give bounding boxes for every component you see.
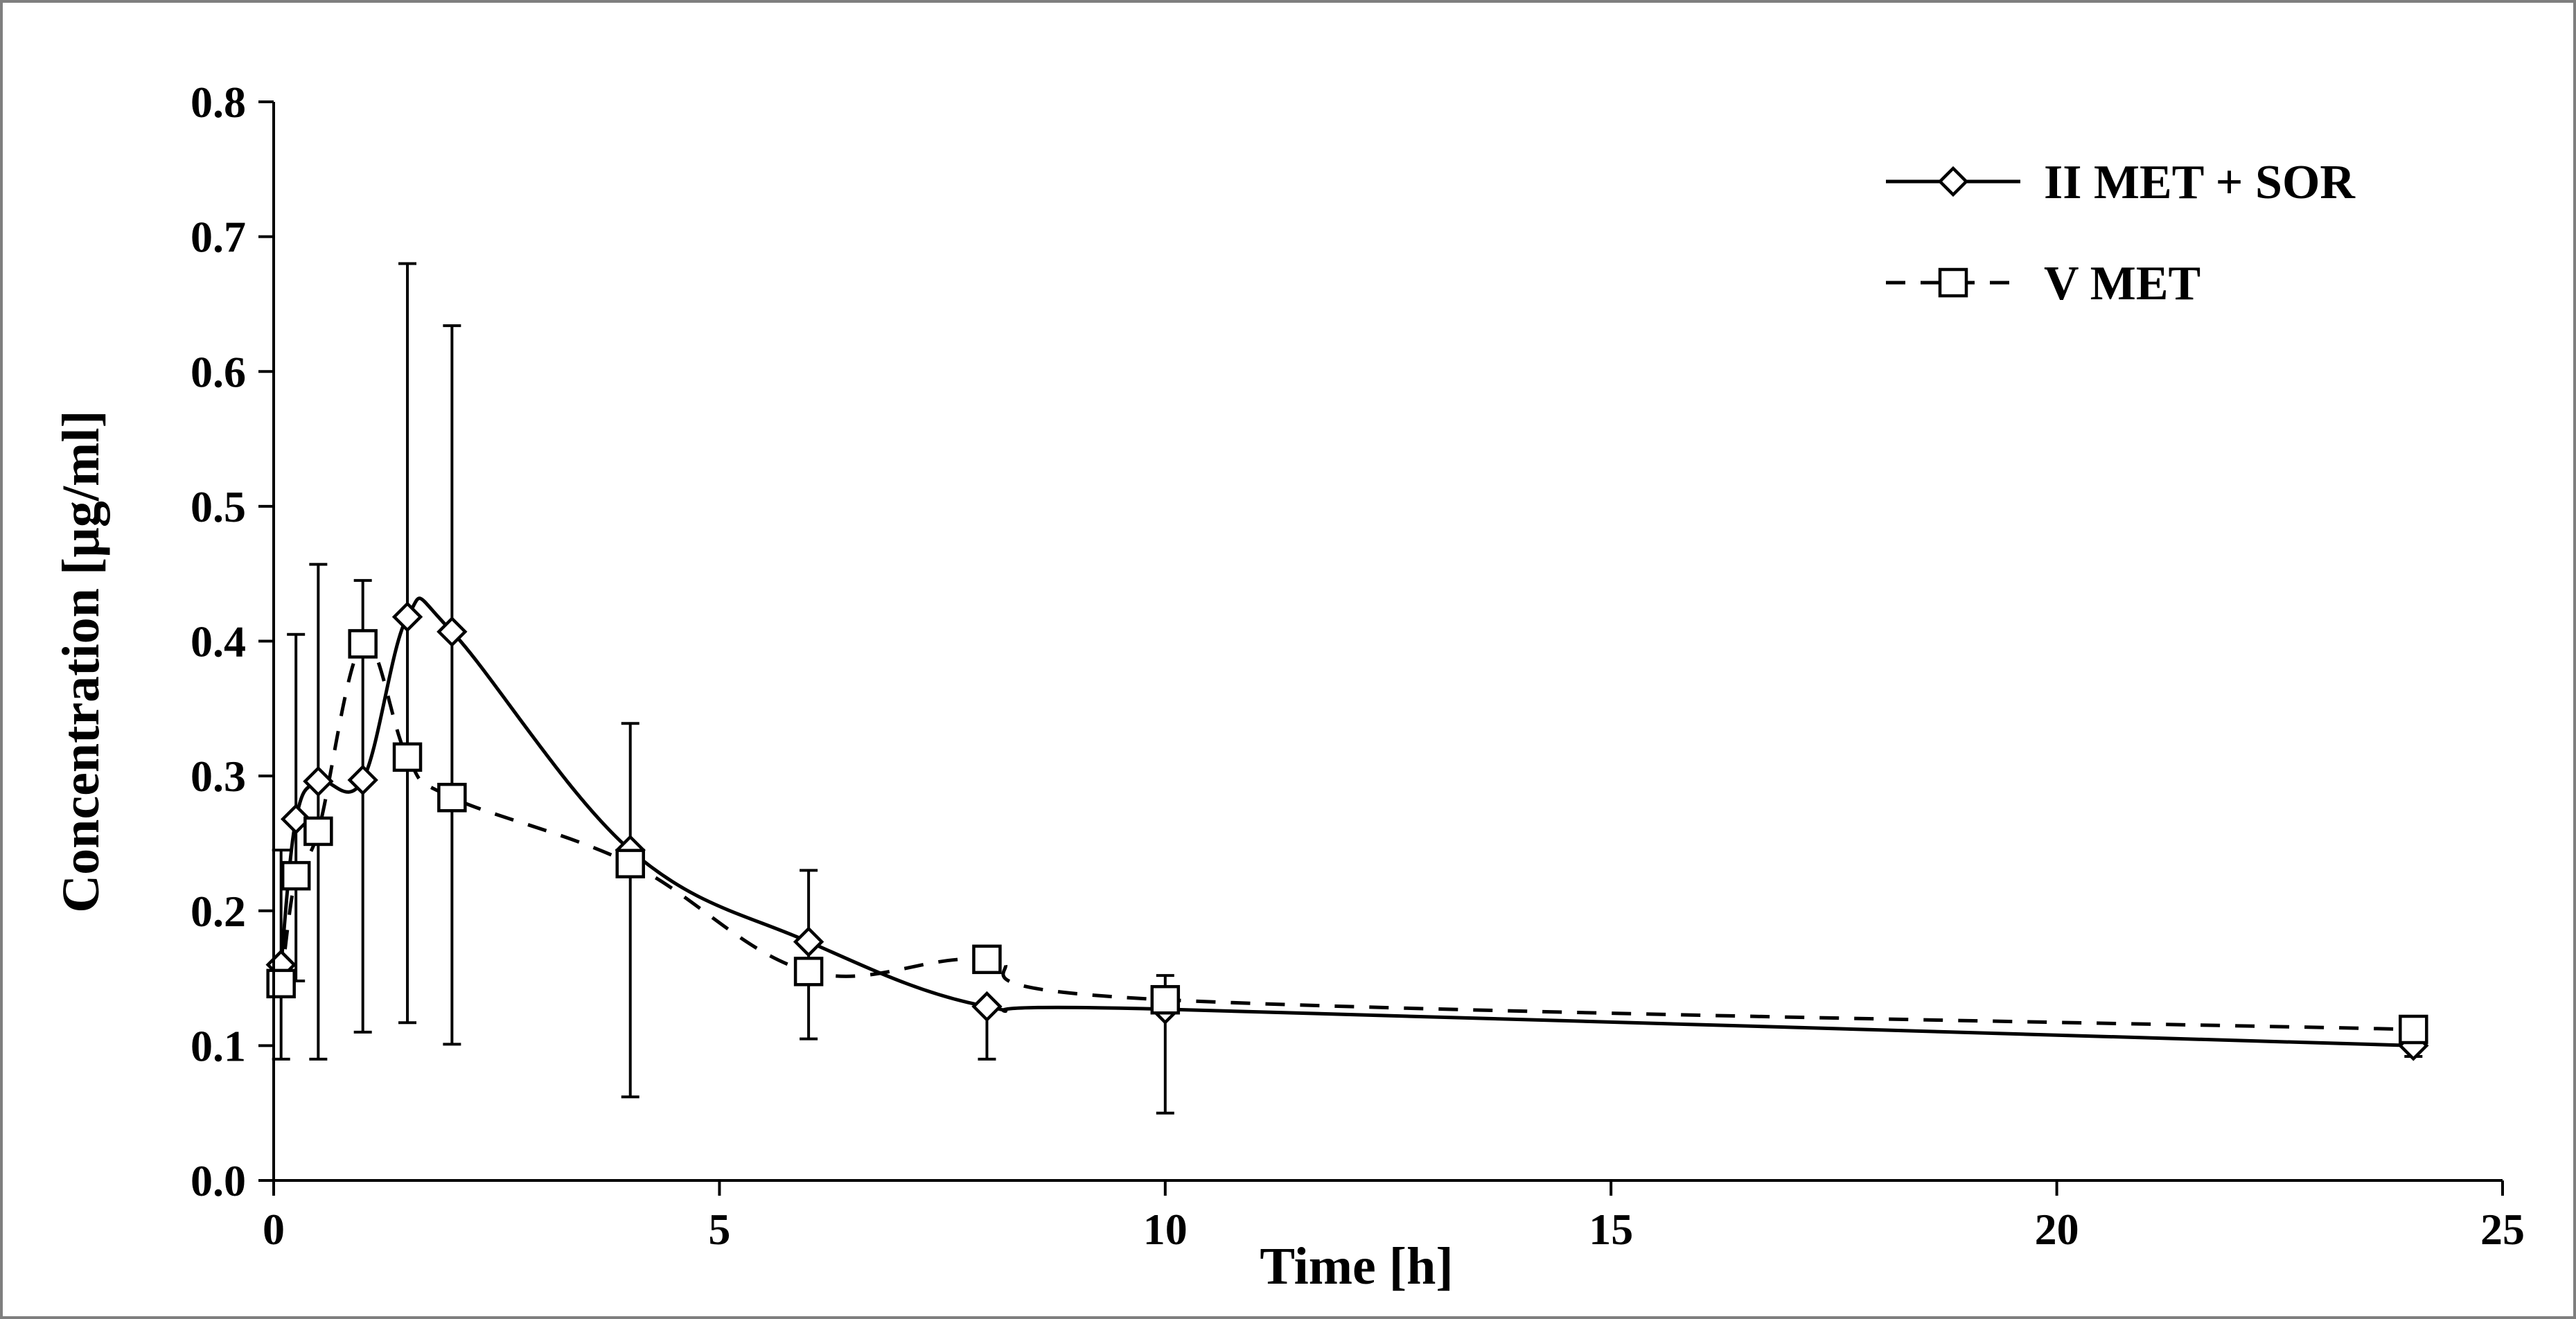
legend-label-2: V MET	[2044, 257, 2200, 310]
y-axis-title: Concentration [µg/ml]	[52, 410, 110, 913]
data-point-square	[437, 783, 467, 813]
series-line-2	[279, 641, 2414, 1032]
legend-marker-square	[1938, 267, 1968, 298]
y-tick-label: 0.6	[191, 347, 246, 396]
y-tick-label: 0.4	[191, 617, 246, 666]
y-tick-label: 0.3	[191, 752, 246, 801]
data-point-square	[972, 944, 1002, 975]
data-point-diamond	[391, 601, 423, 632]
data-point-square	[392, 742, 423, 772]
data-point-diamond	[303, 765, 334, 797]
data-point-square	[348, 629, 378, 659]
data-point-square	[615, 849, 645, 878]
data-point-diamond	[793, 926, 824, 957]
y-tick-label: 0.5	[191, 482, 246, 531]
x-tick-label: 20	[2035, 1205, 2079, 1254]
x-tick-label: 10	[1143, 1205, 1188, 1254]
data-point-square	[2399, 1014, 2428, 1045]
data-point-square	[303, 816, 333, 847]
x-tick-label: 0	[263, 1205, 285, 1254]
y-tick-label: 0.2	[191, 887, 246, 936]
data-point-square	[1150, 984, 1181, 1015]
data-point-square	[266, 968, 296, 999]
y-tick-label: 0.8	[191, 78, 246, 127]
x-tick-label: 25	[2480, 1205, 2525, 1254]
x-axis-title: Time [h]	[1260, 1237, 1453, 1295]
legend: II MET + SOR V MET	[1886, 156, 2356, 310]
data-point-square	[793, 957, 824, 986]
data-point-diamond	[971, 991, 1003, 1023]
data-point-diamond	[347, 764, 378, 796]
y-tick-label: 0.1	[191, 1021, 246, 1070]
series-line-1	[279, 596, 2414, 1047]
legend-marker-diamond	[1937, 166, 1969, 197]
x-tick-label: 5	[708, 1205, 730, 1254]
x-tick-label: 15	[1589, 1205, 1633, 1254]
legend-label-1: II MET + SOR	[2044, 156, 2356, 209]
data-point-square	[281, 860, 311, 891]
y-tick-label: 0.0	[191, 1156, 246, 1205]
y-tick-label: 0.7	[191, 213, 246, 262]
data-point-diamond	[436, 616, 468, 648]
data-point-diamond	[280, 804, 312, 835]
